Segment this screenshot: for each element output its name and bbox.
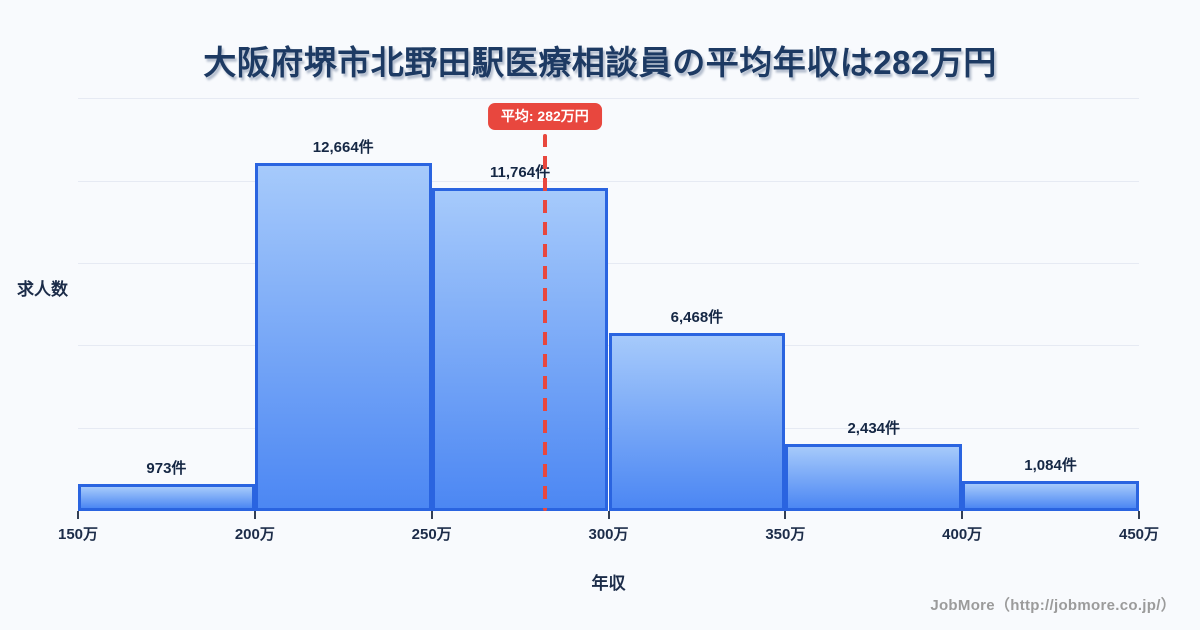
x-axis-tick-label: 450万 bbox=[1118, 526, 1160, 543]
x-axis-tick-label: 250万 bbox=[411, 526, 452, 543]
bar-value-label: 11,764件 bbox=[490, 164, 551, 182]
bar bbox=[78, 484, 255, 511]
histogram-bin: 1,084件 bbox=[962, 91, 1139, 511]
x-axis-tick bbox=[784, 511, 787, 519]
x-axis-tick bbox=[607, 511, 610, 519]
bar bbox=[254, 163, 432, 511]
x-axis-label: 年収 bbox=[591, 574, 626, 593]
bar-value-label: 2,434件 bbox=[847, 420, 901, 438]
histogram-bin: 973件 bbox=[78, 91, 255, 511]
bar-value-label: 1,084件 bbox=[1024, 457, 1077, 475]
histogram-bin: 12,664件 bbox=[254, 91, 432, 511]
y-axis-label: 求人数 bbox=[17, 280, 68, 299]
plot-area: 平均: 282万円 973件 12,664件 11,764件 6,468件 2,434件… bbox=[58, 91, 1159, 543]
x-axis-tick bbox=[253, 511, 256, 519]
bar bbox=[785, 444, 963, 511]
x-axis-tick-label: 200万 bbox=[234, 526, 275, 543]
x-axis-tick-label: 350万 bbox=[765, 526, 806, 543]
footer-credit: JobMore（http://jobmore.co.jp/） bbox=[930, 597, 1176, 614]
x-axis-tick-label: 400万 bbox=[942, 526, 983, 543]
histogram-bin: 6,468件 bbox=[608, 91, 786, 511]
gridline bbox=[78, 98, 1139, 100]
bar-value-label: 6,468件 bbox=[670, 309, 724, 327]
average-badge: 平均: 282万円 bbox=[487, 103, 602, 130]
x-axis-tick bbox=[430, 511, 433, 519]
bar-value-label: 12,664件 bbox=[312, 139, 374, 157]
bar bbox=[431, 188, 609, 511]
bar bbox=[608, 333, 786, 511]
bar-value-label: 973件 bbox=[146, 460, 187, 478]
gridline bbox=[78, 180, 1139, 182]
x-axis-tick-label: 150万 bbox=[57, 526, 99, 543]
histogram-bin: 11,764件 bbox=[431, 91, 609, 511]
x-axis-tick-label: 300万 bbox=[588, 526, 629, 543]
gridline bbox=[78, 262, 1139, 264]
x-axis-tick bbox=[77, 511, 79, 519]
x-axis-tick bbox=[961, 511, 964, 519]
page-title: 大阪府堺市北野田駅医療相談員の平均年収は282万円 bbox=[203, 44, 997, 81]
x-axis-tick bbox=[1138, 511, 1140, 519]
average-line bbox=[542, 134, 547, 511]
histogram-bin: 2,434件 bbox=[785, 91, 963, 511]
bar bbox=[962, 481, 1139, 511]
